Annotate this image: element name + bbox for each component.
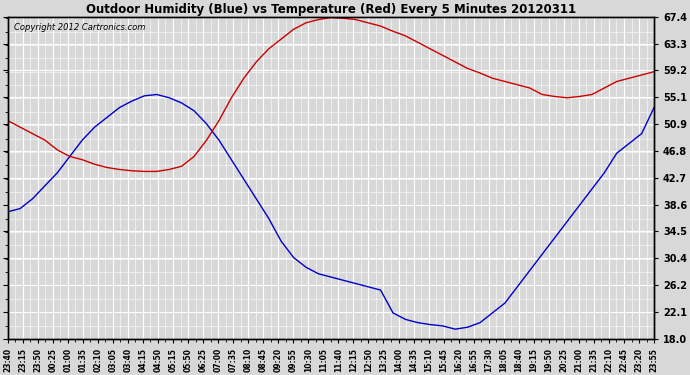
Text: Copyright 2012 Cartronics.com: Copyright 2012 Cartronics.com xyxy=(14,23,146,32)
Title: Outdoor Humidity (Blue) vs Temperature (Red) Every 5 Minutes 20120311: Outdoor Humidity (Blue) vs Temperature (… xyxy=(86,3,576,16)
